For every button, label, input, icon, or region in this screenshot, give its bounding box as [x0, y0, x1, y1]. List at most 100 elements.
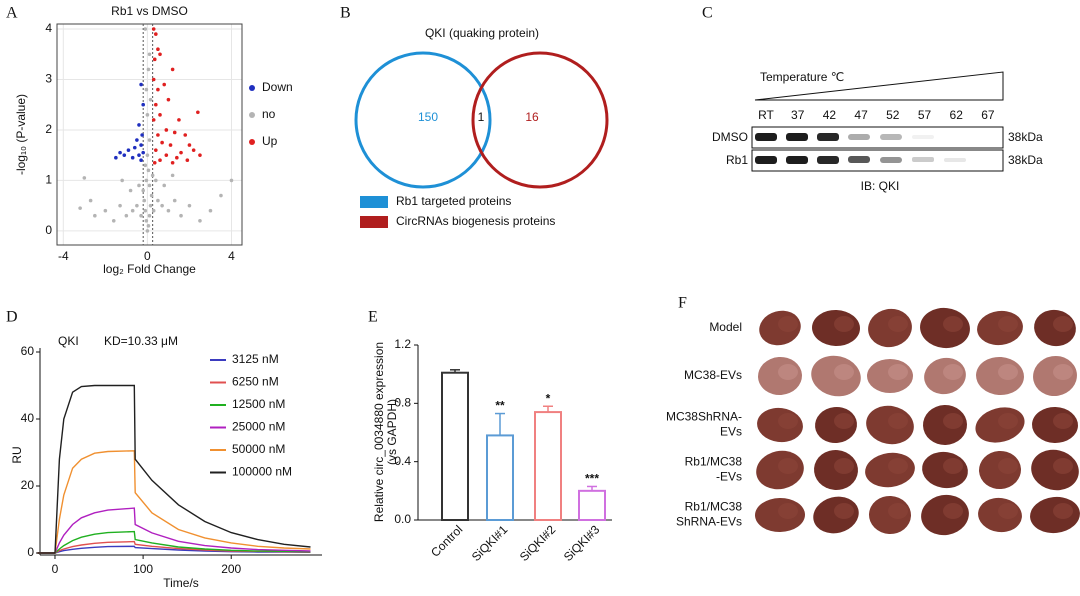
- row-label: Model: [709, 320, 742, 334]
- point: [145, 113, 150, 117]
- point: [140, 133, 144, 137]
- point: [143, 27, 148, 31]
- x-tick-label: 0: [144, 249, 151, 263]
- point: [191, 148, 196, 152]
- point: [120, 178, 124, 183]
- liver-lobe: [888, 364, 908, 380]
- series-line: [37, 530, 311, 554]
- gradient-label: Temperature ℃: [760, 70, 844, 84]
- row-label: Rb1: [726, 153, 748, 167]
- row-label: Rb1/MC38: [685, 455, 743, 469]
- point: [177, 118, 181, 122]
- y-axis-label: Relative circ_0034880 expression: [372, 342, 386, 522]
- liver-lobe: [1053, 316, 1073, 332]
- series-line: [37, 507, 311, 554]
- legend-label: 25000 nM: [232, 420, 285, 434]
- point: [208, 208, 213, 213]
- point: [148, 203, 153, 208]
- y-tick-label: 1.2: [394, 337, 411, 351]
- point: [154, 32, 158, 36]
- point: [130, 155, 135, 160]
- legend-marker: [249, 112, 255, 118]
- liver-lobe: [834, 413, 854, 429]
- legend-swatch: [360, 196, 388, 208]
- point: [139, 143, 143, 147]
- y-axis-label: RU: [10, 446, 24, 463]
- point: [111, 218, 116, 223]
- point: [124, 213, 129, 218]
- x-tick-label: SiQKI#1: [469, 522, 511, 564]
- point: [93, 213, 97, 218]
- point: [154, 178, 158, 183]
- point: [229, 178, 234, 183]
- y-axis-label: (vs GAPDH): [385, 399, 399, 465]
- plot-frame: [56, 23, 243, 246]
- significance: ***: [585, 472, 599, 486]
- row-label: -EVs: [716, 470, 742, 484]
- chart-title: QKI: [58, 334, 79, 348]
- point: [130, 208, 135, 213]
- liver-lobe: [998, 458, 1018, 474]
- gradient-triangle: [754, 71, 1004, 101]
- chart-subtitle: KD=10.33 μM: [104, 334, 178, 348]
- point: [137, 153, 141, 157]
- point: [154, 102, 158, 107]
- x-axis-label: Time/s: [163, 576, 199, 590]
- legend-marker: [249, 139, 255, 145]
- point: [126, 148, 131, 152]
- legend-label: Down: [262, 80, 293, 94]
- point: [168, 143, 173, 147]
- point: [185, 158, 190, 163]
- point: [152, 160, 157, 165]
- point: [143, 208, 148, 213]
- point: [162, 183, 167, 188]
- point: [179, 150, 183, 155]
- point: [162, 82, 167, 87]
- liver-lobe: [778, 316, 798, 332]
- point: [156, 198, 160, 203]
- liver: [1030, 496, 1080, 534]
- point: [166, 208, 171, 213]
- point: [196, 110, 200, 115]
- blot-frame: [751, 126, 1004, 149]
- liver-lobe: [834, 458, 854, 474]
- point: [139, 82, 143, 87]
- x-tick-label: SiQKI#2: [517, 522, 559, 564]
- venn-count: 1: [478, 110, 485, 124]
- point: [183, 133, 188, 137]
- panel-letter: A: [6, 5, 18, 22]
- point: [198, 218, 202, 223]
- legend-label: 3125 nM: [232, 352, 279, 366]
- point: [187, 203, 192, 208]
- point: [219, 193, 223, 198]
- point: [135, 138, 139, 142]
- liver-lobe: [888, 503, 908, 519]
- y-tick-label: 1: [45, 173, 52, 187]
- significance: **: [495, 399, 505, 413]
- point: [103, 208, 108, 213]
- point: [172, 198, 177, 203]
- legend-label: 50000 nM: [232, 442, 285, 456]
- point: [137, 183, 141, 188]
- point: [198, 153, 202, 157]
- point: [137, 123, 141, 127]
- point: [118, 150, 122, 155]
- liver-lobe: [834, 503, 854, 519]
- y-tick-label: 40: [21, 411, 35, 425]
- point: [151, 77, 156, 82]
- liver-lobe: [888, 413, 908, 429]
- series-line: [37, 450, 311, 554]
- liver-lobe: [834, 316, 854, 332]
- point: [164, 128, 169, 132]
- blot-size: 38kDa: [1008, 130, 1043, 144]
- y-axis-label: -log₁₀ (P-value): [14, 94, 28, 175]
- panel-letter: B: [340, 5, 351, 22]
- row-label: MC38-EVs: [684, 368, 742, 382]
- y-tick-label: 0: [45, 223, 52, 237]
- liver-lobe: [998, 316, 1018, 332]
- liver-lobe: [1053, 364, 1073, 380]
- x-tick-label: 100: [133, 562, 153, 576]
- liver-lobe: [943, 413, 963, 429]
- legend-label: no: [262, 107, 276, 121]
- lane-label: 67: [981, 108, 995, 122]
